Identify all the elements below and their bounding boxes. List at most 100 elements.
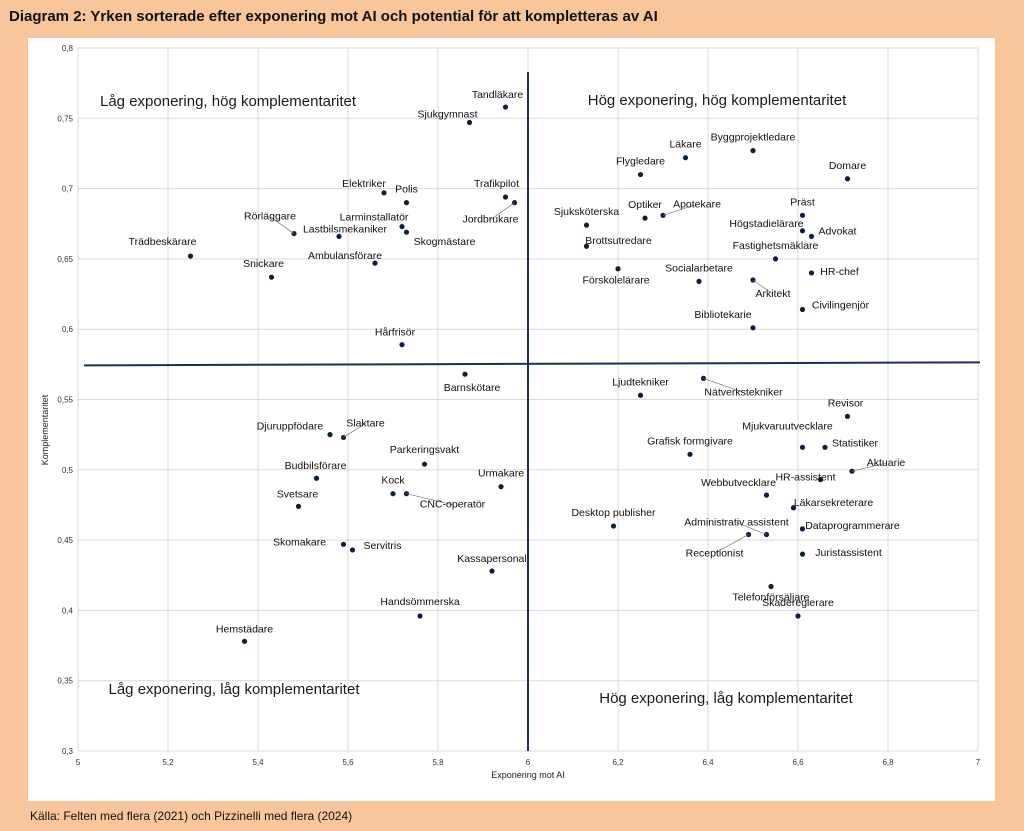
point-label: Apotekare	[673, 198, 721, 210]
leader-line	[269, 216, 295, 234]
leader-line	[851, 462, 887, 472]
point-marker	[502, 194, 509, 200]
point-label: Receptionist	[686, 547, 744, 559]
leader-line	[662, 203, 698, 216]
data-point: Trädbeskärare	[129, 236, 197, 259]
data-point: Webbutvecklare	[701, 477, 776, 498]
data-point: Arkitekt	[750, 277, 791, 300]
y-tick-label: 0,8	[62, 44, 74, 53]
data-point: Polis	[395, 184, 418, 206]
point-marker	[642, 215, 648, 221]
data-point: Servitris	[349, 540, 402, 553]
point-label: Kock	[381, 475, 405, 487]
point-label: Hemstädare	[216, 623, 273, 635]
point-label: Webbutvecklare	[701, 477, 776, 489]
data-point: Brottsutredare	[583, 235, 652, 249]
point-marker	[349, 547, 356, 553]
quadrant-label: Låg exponering, låg komplementaritet	[109, 681, 361, 698]
x-tick-label: 5,2	[162, 758, 174, 767]
point-marker	[799, 551, 806, 557]
point-label: Servitris	[364, 540, 402, 552]
point-marker	[583, 243, 590, 249]
point-marker	[750, 148, 756, 154]
point-label: Aktuarie	[867, 457, 906, 469]
point-label: Brottsutredare	[585, 235, 652, 247]
point-label: HR-assistent	[775, 472, 835, 484]
quadrant-label: Låg exponering, hög komplementaritet	[100, 93, 357, 110]
data-point: HR-chef	[808, 266, 859, 278]
point-label: Urmakare	[478, 468, 524, 480]
data-point: Mjukvaruutvecklare	[742, 420, 833, 450]
y-tick-label: 0,6	[62, 325, 74, 334]
point-marker	[799, 526, 806, 532]
leader-line	[490, 202, 515, 220]
point-label: Lastbilsmekaniker	[303, 223, 388, 235]
point-marker	[637, 171, 644, 178]
data-point: Elektriker	[342, 178, 387, 196]
leader-line	[736, 522, 767, 535]
point-label: Telefonförsäljare	[732, 591, 809, 603]
data-point: HR-assistent	[775, 472, 835, 484]
data-point: Läkarsekreterare	[790, 497, 874, 511]
data-point: Djuruppfödare	[257, 421, 333, 438]
point-label: Hårfrisör	[375, 327, 416, 339]
quadrant-label: Hög exponering, låg komplementaritet	[599, 690, 853, 707]
point-marker	[687, 451, 693, 457]
point-marker	[372, 260, 378, 266]
point-label: Skogmästare	[414, 236, 476, 248]
point-marker	[462, 371, 468, 377]
point-label: Statistiker	[832, 437, 879, 449]
x-tick-label: 6,2	[612, 758, 624, 767]
point-label: Nätverkstekniker	[704, 386, 783, 398]
point-label: Läkarsekreterare	[794, 497, 874, 509]
data-point: Kassapersonal	[457, 553, 527, 574]
point-marker	[390, 491, 396, 497]
point-label: Polis	[395, 184, 418, 196]
point-marker	[340, 541, 347, 547]
data-point: Fastighetsmäklare	[733, 240, 819, 262]
data-point: CNC-operatör	[403, 491, 486, 511]
x-tick-label: 6,4	[702, 758, 714, 767]
point-label: Trafikpilot	[474, 178, 519, 190]
point-marker	[637, 392, 644, 398]
data-point: Statistiker	[822, 437, 879, 450]
point-label: Fastighetsmäklare	[733, 240, 819, 252]
data-point: Flygledare	[616, 156, 665, 178]
y-tick-label: 0,45	[57, 536, 73, 545]
point-label: Tandläkare	[472, 89, 524, 101]
data-point: Jordbrukare	[462, 200, 519, 226]
y-tick-label: 0,65	[57, 255, 73, 264]
point-marker	[381, 190, 387, 196]
data-point: Rörläggare	[244, 211, 297, 237]
data-point: Juristassistent	[799, 547, 882, 559]
data-point: Grafisk formgivare	[647, 435, 733, 457]
point-marker	[187, 253, 194, 259]
chart-area: 5 5,2 5,4 5,6 5,8 6 6,2 6,4 6,6 6,8 7 0,3 0,35 0,4 0,4…	[28, 38, 995, 801]
data-point: Ambulansförare	[308, 250, 382, 266]
data-point: Receptionist	[686, 531, 752, 559]
data-point: Dataprogrammerare	[799, 520, 900, 532]
point-marker	[327, 432, 333, 438]
point-marker	[313, 475, 320, 481]
x-tick-label: 5	[76, 758, 81, 767]
data-point: Domare	[829, 160, 866, 182]
data-point: Läkare	[669, 139, 702, 161]
data-point: Parkeringsvakt	[390, 444, 459, 467]
point-label: Präst	[790, 196, 815, 208]
point-marker	[268, 274, 275, 280]
horizontal-divider	[83, 361, 981, 367]
point-label: Djuruppfödare	[257, 421, 324, 433]
quadrant-dividers	[83, 72, 981, 751]
chart-title: Diagram 2: Yrken sorterade efter exponer…	[9, 8, 658, 25]
data-point: Förskolelärare	[582, 266, 650, 287]
point-label: Handsömmerska	[380, 596, 460, 608]
point-marker	[799, 212, 806, 218]
x-tick-label: 7	[976, 758, 981, 767]
point-marker	[583, 222, 590, 228]
point-marker	[844, 176, 851, 182]
point-label: Läkare	[669, 139, 701, 151]
point-marker	[844, 413, 851, 419]
point-label: Administrativ assistent	[684, 516, 789, 528]
data-point: Hårfrisör	[375, 327, 416, 348]
point-marker	[610, 523, 617, 529]
